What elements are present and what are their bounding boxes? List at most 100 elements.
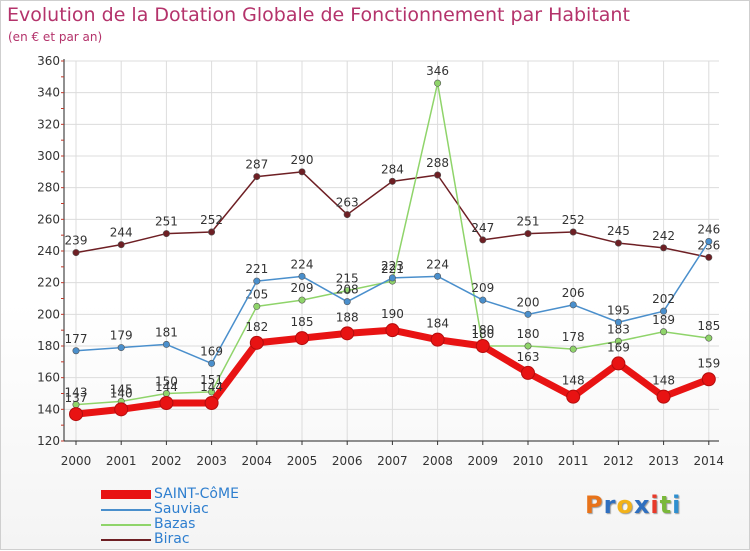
data-label: 145	[110, 382, 133, 396]
data-label: 180	[517, 327, 540, 341]
legend-swatch-saint-come	[101, 490, 151, 499]
data-label: 346	[426, 64, 449, 78]
data-point	[298, 296, 306, 304]
data-label: 180	[471, 327, 494, 341]
data-label: 200	[517, 295, 540, 309]
y-tick-label: 360	[37, 54, 60, 68]
data-label: 251	[517, 215, 540, 229]
data-label: 185	[697, 319, 720, 333]
data-label: 179	[110, 329, 133, 343]
data-label: 263	[336, 196, 359, 210]
y-tick-label: 280	[37, 181, 60, 195]
data-point	[479, 296, 487, 304]
data-label: 178	[562, 330, 585, 344]
data-point	[249, 335, 264, 350]
x-tick-label: 2009	[468, 454, 499, 468]
data-point	[385, 323, 400, 338]
data-label: 140	[110, 386, 133, 400]
data-point	[295, 331, 309, 346]
data-point	[660, 328, 668, 336]
data-label: 224	[291, 257, 314, 271]
data-label: 236	[697, 238, 720, 252]
data-point	[434, 272, 442, 280]
logo-letter: t	[659, 491, 673, 519]
x-tick-label: 2006	[332, 454, 363, 468]
data-point	[569, 228, 577, 236]
data-label: 159	[697, 356, 720, 370]
data-label: 288	[426, 156, 449, 170]
data-point	[208, 228, 216, 236]
x-tick-label: 2014	[694, 454, 725, 468]
logo-letter: i	[672, 491, 682, 519]
data-point	[298, 168, 306, 176]
y-tick-label: 200	[37, 307, 60, 321]
y-tick-label: 300	[37, 149, 60, 163]
data-point	[656, 389, 671, 404]
data-label: 148	[562, 374, 585, 388]
data-label: 239	[65, 234, 88, 248]
y-tick-label: 220	[37, 276, 60, 290]
legend-swatch-bazas	[101, 524, 151, 526]
data-label: 209	[471, 281, 494, 295]
legend-swatch-sauviac	[101, 509, 151, 511]
data-point	[117, 241, 125, 249]
data-label: 209	[291, 281, 314, 295]
data-point	[614, 337, 622, 345]
x-tick-label: 2001	[106, 454, 137, 468]
data-point	[72, 249, 80, 257]
legend-label: Sauviac	[154, 501, 209, 517]
y-tick-label: 120	[37, 434, 60, 448]
data-point	[614, 239, 622, 247]
y-tick-label: 140	[37, 402, 60, 416]
data-label: 202	[652, 292, 675, 306]
data-point	[253, 173, 261, 181]
data-label: 221	[381, 262, 404, 276]
x-tick-label: 2000	[61, 454, 92, 468]
data-point	[343, 211, 351, 219]
data-point	[208, 359, 216, 367]
data-point	[479, 236, 487, 244]
data-point	[343, 298, 351, 306]
x-tick-label: 2002	[151, 454, 182, 468]
data-label: 221	[245, 262, 268, 276]
data-label: 144	[155, 380, 178, 394]
data-point	[569, 301, 577, 309]
chart-title: Evolution de la Dotation Globale de Fonc…	[7, 4, 630, 26]
logo-letter: i	[650, 491, 660, 519]
data-label: 251	[155, 215, 178, 229]
x-tick-label: 2013	[648, 454, 679, 468]
data-point	[388, 177, 396, 185]
data-point	[298, 272, 306, 280]
data-point	[162, 230, 170, 238]
data-point	[524, 230, 532, 238]
data-point	[204, 396, 219, 410]
data-label: 169	[200, 344, 223, 358]
data-point	[701, 372, 716, 387]
legend-label: Bazas	[154, 516, 196, 532]
data-point	[660, 244, 668, 252]
data-point	[611, 356, 626, 371]
data-point	[475, 339, 490, 353]
data-label: 188	[336, 310, 359, 324]
data-point	[159, 396, 174, 410]
x-tick-label: 2007	[377, 454, 408, 468]
data-point	[524, 342, 532, 350]
data-label: 247	[471, 221, 494, 235]
y-tick-label: 180	[37, 339, 60, 353]
logo-letter: r	[603, 491, 617, 519]
data-point	[343, 287, 351, 295]
data-label: 182	[245, 320, 268, 334]
data-label: 185	[291, 315, 314, 329]
data-point	[69, 407, 83, 422]
x-tick-label: 2012	[603, 454, 634, 468]
data-label: 223	[381, 259, 404, 273]
data-label: 215	[336, 272, 359, 286]
data-label: 150	[155, 375, 178, 389]
y-tick-label: 320	[37, 117, 60, 131]
data-point	[434, 171, 442, 179]
data-label: 190	[381, 307, 404, 321]
logo-letter: P	[585, 491, 604, 519]
data-label: 252	[562, 213, 585, 227]
data-label: 246	[697, 223, 720, 237]
